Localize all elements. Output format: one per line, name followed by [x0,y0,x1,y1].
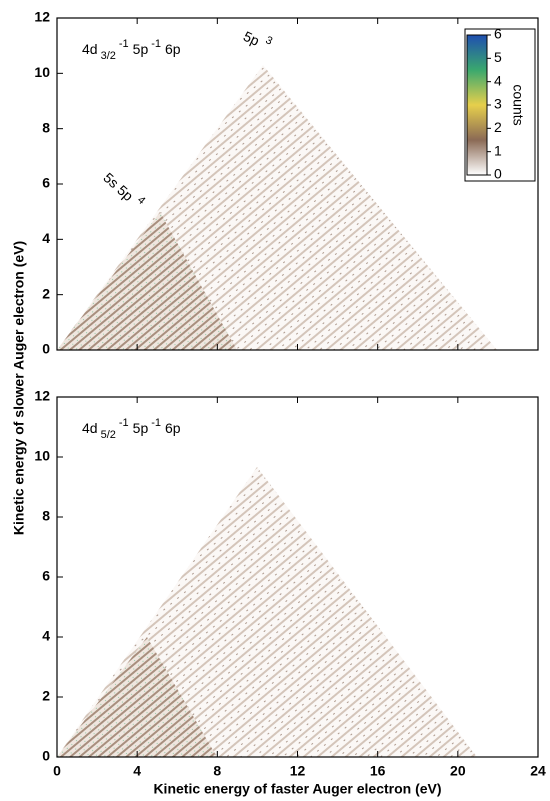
density-region [57,212,237,350]
panel-annotation: 4d 3/2-1 5p -1 6p [82,38,181,62]
y-tick-label: 0 [42,748,50,764]
annotation-part: 4d [82,41,98,57]
y-tick-label: 6 [42,175,50,191]
x-tick-label: 12 [290,763,306,779]
colorbar-tick-label: 1 [494,142,502,158]
colorbar-tick-label: 2 [494,119,502,135]
annotation-part: 5p [133,420,149,436]
peak-label-part: 3 [264,34,275,47]
annotation-part: 6p [165,41,181,57]
annotation-part: -1 [119,417,129,429]
y-tick-label: 8 [42,119,50,135]
x-tick-label: 8 [213,763,221,779]
annotation-part: -1 [151,417,161,429]
annotation-part: -1 [151,38,161,50]
annotation-part: -1 [119,38,129,50]
x-tick-label: 20 [450,763,466,779]
y-tick-label: 2 [42,285,50,301]
y-tick-label: 10 [34,64,50,80]
x-tick-label: 16 [370,763,386,779]
y-tick-label: 4 [42,628,50,644]
y-tick-label: 2 [42,688,50,704]
y-tick-label: 12 [34,388,50,404]
annotation-part: 6p [165,420,181,436]
y-tick-label: 0 [42,341,50,357]
peak-label: 5s 5p4 [101,167,148,212]
x-tick-label: 24 [530,763,546,779]
y-tick-label: 10 [34,448,50,464]
colorbar [466,34,488,176]
peak-label: 5p 3 [241,25,274,54]
y-tick-label: 6 [42,568,50,584]
x-tick-label: 4 [133,763,141,779]
colorbar-tick-label: 6 [494,26,502,42]
annotation-part: 5p [133,41,149,57]
colorbar-tick-label: 4 [494,72,502,88]
x-tick-label: 0 [53,763,61,779]
x-axis-title: Kinetic energy of faster Auger electron … [153,781,441,797]
colorbar-label: counts [510,84,526,125]
annotation-part: 3/2 [101,50,116,62]
colorbar-tick-label: 5 [494,49,502,65]
y-tick-label: 12 [34,9,50,25]
annotation-part: 5/2 [101,429,116,441]
y-axis-title: Kinetic energy of slower Auger electron … [11,241,27,535]
colorbar-tick-label: 0 [494,166,502,182]
annotation-part: 4d [82,420,98,436]
panel-annotation: 4d 5/2-1 5p -1 6p [82,417,181,441]
peak-label-part: 5p [241,28,262,49]
peak-label-part: 5s 5p [101,169,137,204]
y-tick-label: 4 [42,230,50,246]
peak-label-part: 4 [135,194,148,207]
colorbar-tick-label: 3 [494,96,502,112]
density-region [57,637,217,757]
y-tick-label: 8 [42,508,50,524]
